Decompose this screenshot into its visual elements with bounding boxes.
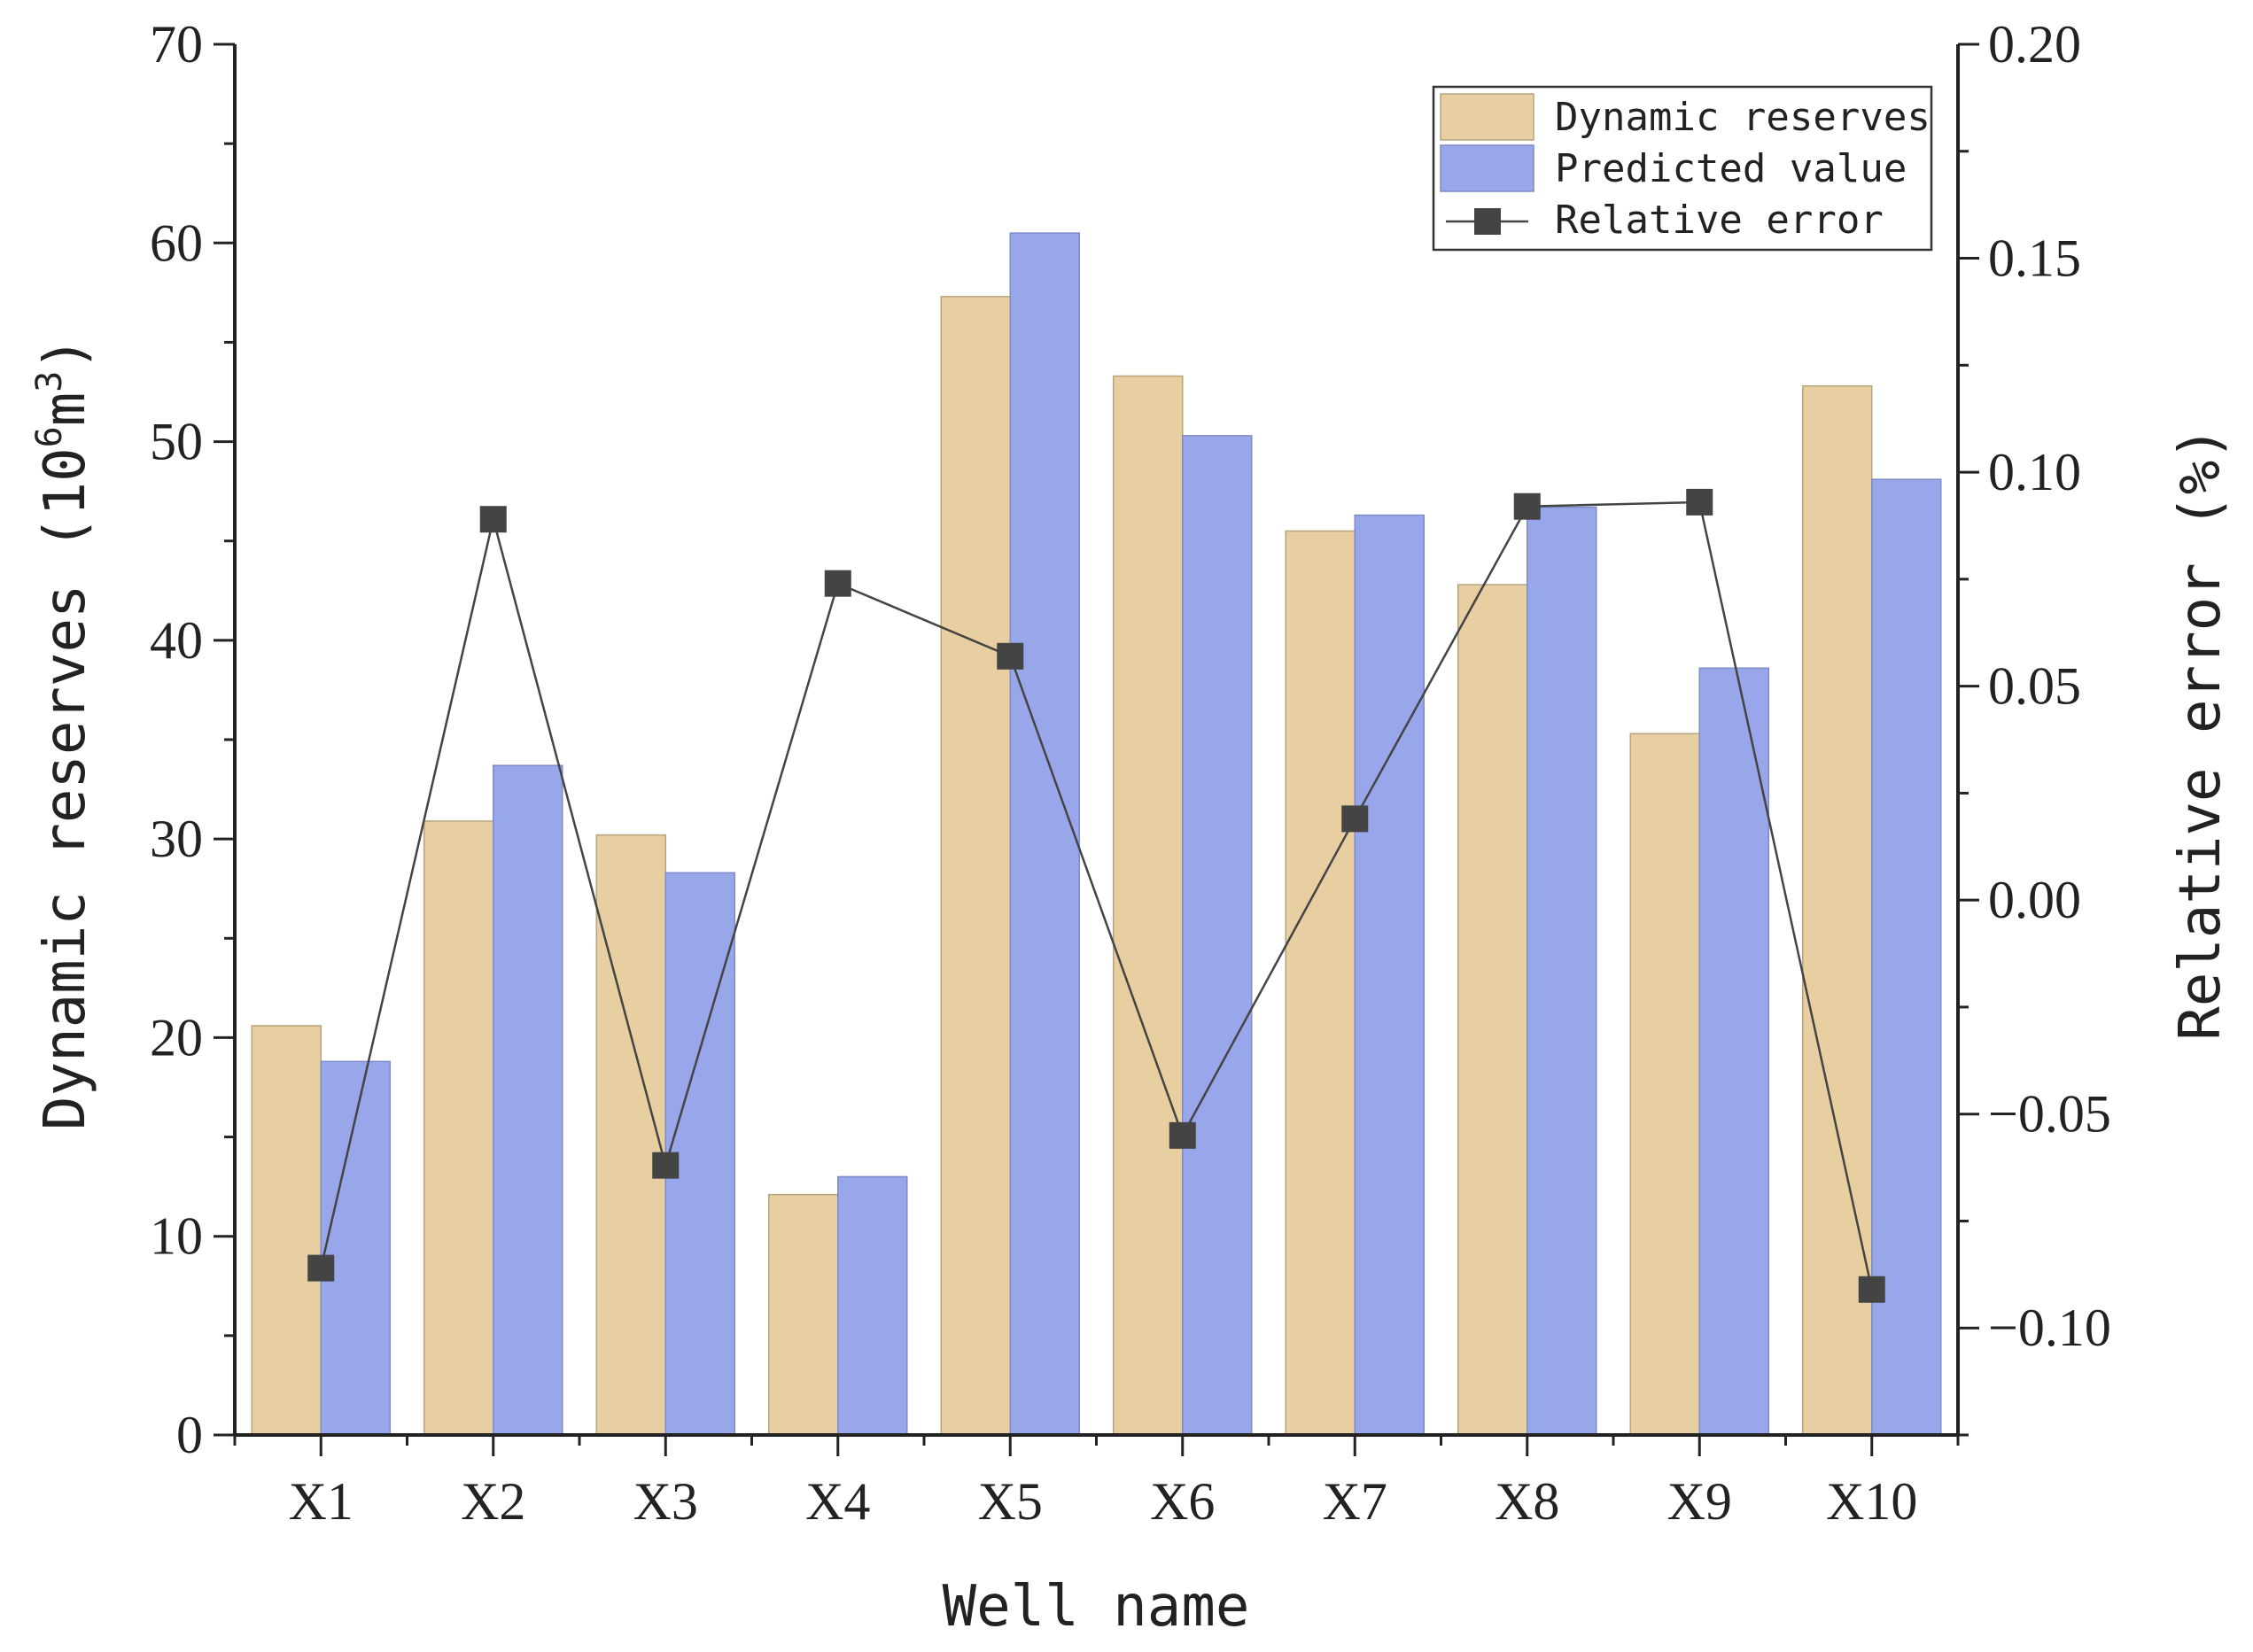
legend-label-relative-error: Relative error xyxy=(1555,198,1884,243)
bar-predicted-value-x8 xyxy=(1527,506,1597,1436)
x-tick-label-x6: X6 xyxy=(1150,1472,1215,1531)
bar-predicted-value-x5 xyxy=(1009,232,1080,1436)
legend-swatch-predicted-value xyxy=(1440,144,1534,192)
relative-error-marker-x2 xyxy=(479,506,507,533)
bar-dynamic-reserves-x9 xyxy=(1629,733,1700,1436)
y-tick-label-40: 40 xyxy=(150,611,203,670)
relative-error-marker-x1 xyxy=(307,1254,335,1282)
y-axis-title-part-1: Dynamic reserves (10 xyxy=(33,447,98,1130)
bar-layer xyxy=(251,232,1942,1436)
bar-dynamic-reserves-x7 xyxy=(1285,530,1356,1436)
y2-tick-label-6: 0.20 xyxy=(1988,15,2081,74)
x-tick-label-x9: X9 xyxy=(1667,1472,1732,1531)
relative-error-marker-x8 xyxy=(1513,492,1541,520)
bar-predicted-value-x4 xyxy=(837,1175,908,1436)
x-tick-label-x5: X5 xyxy=(978,1472,1043,1531)
relative-error-marker-x5 xyxy=(997,642,1024,670)
x-tick-label-x3: X3 xyxy=(633,1472,698,1531)
y-axis-title: Dynamic reserves (106m3) xyxy=(29,337,98,1130)
y-tick-label-60: 60 xyxy=(150,213,203,272)
x-tick-label-x10: X10 xyxy=(1826,1472,1917,1531)
legend-marker-relative-error xyxy=(1474,208,1501,235)
legend-swatch-dynamic-reserves xyxy=(1440,93,1534,141)
relative-error-marker-x3 xyxy=(652,1152,680,1179)
y-axis-title-part-2: m xyxy=(33,392,98,427)
error-line-layer xyxy=(307,488,1885,1303)
relative-error-marker-x7 xyxy=(1341,805,1369,833)
legend: Dynamic reserves Predicted value Relativ… xyxy=(1432,85,1933,252)
x-tick-label-x8: X8 xyxy=(1495,1472,1559,1531)
bar-predicted-value-x6 xyxy=(1182,435,1253,1436)
bar-predicted-value-x9 xyxy=(1698,667,1769,1436)
y-axis-title-sup-1: 6 xyxy=(29,426,70,447)
bar-dynamic-reserves-x8 xyxy=(1457,584,1528,1436)
y2-tick-label-0: −0.10 xyxy=(1988,1299,2111,1357)
legend-label-predicted-value: Predicted value xyxy=(1555,146,1907,191)
y-tick-label-20: 20 xyxy=(150,1008,203,1066)
x-tick-label-x4: X4 xyxy=(805,1472,870,1531)
tick-layer: 0 10 20 30 40 50 60 70 −0.10 −0.05 0.00 0.05 0.10 0.1… xyxy=(150,15,2111,1531)
y-tick-label-50: 50 xyxy=(150,413,203,471)
bar-dynamic-reserves-x5 xyxy=(940,296,1011,1436)
relative-error-marker-x6 xyxy=(1169,1121,1196,1149)
bar-dynamic-reserves-x6 xyxy=(1113,375,1184,1436)
y2-tick-label-2: 0.00 xyxy=(1988,871,2081,929)
bar-dynamic-reserves-x3 xyxy=(595,834,666,1436)
y-tick-label-30: 30 xyxy=(150,810,203,868)
bar-dynamic-reserves-x4 xyxy=(768,1193,839,1436)
relative-error-marker-x4 xyxy=(824,570,851,597)
y2-axis-title: Relative error (%) xyxy=(2168,426,2234,1041)
relative-error-line xyxy=(320,500,1873,1291)
y2-tick-label-1: −0.05 xyxy=(1988,1085,2111,1144)
y2-tick-label-4: 0.10 xyxy=(1988,443,2081,501)
bar-predicted-value-x2 xyxy=(493,764,563,1436)
x-axis-title: Well name xyxy=(943,1574,1250,1640)
bar-dynamic-reserves-x1 xyxy=(251,1025,322,1436)
bar-predicted-value-x1 xyxy=(320,1060,391,1436)
y2-tick-label-5: 0.15 xyxy=(1988,229,2081,288)
bar-predicted-value-x10 xyxy=(1871,478,1942,1436)
bar-dynamic-reserves-x2 xyxy=(423,820,494,1436)
relative-error-marker-x9 xyxy=(1686,488,1713,516)
y-tick-label-0: 0 xyxy=(176,1406,203,1464)
y-axis-title-part-3: ) xyxy=(33,337,98,371)
legend-label-dynamic-reserves: Dynamic reserves xyxy=(1555,95,1931,140)
y2-tick-label-3: 0.05 xyxy=(1988,657,2081,716)
relative-error-marker-x10 xyxy=(1858,1276,1885,1303)
x-tick-label-x2: X2 xyxy=(461,1472,525,1531)
y-tick-label-70: 70 xyxy=(150,15,203,74)
y-axis-title-sup-2: 3 xyxy=(29,371,70,392)
x-tick-label-x7: X7 xyxy=(1323,1472,1387,1531)
y-tick-label-10: 10 xyxy=(150,1207,203,1266)
bar-predicted-value-x7 xyxy=(1354,514,1425,1436)
x-tick-label-x1: X1 xyxy=(289,1472,353,1531)
bar-dynamic-reserves-x10 xyxy=(1802,385,1873,1436)
